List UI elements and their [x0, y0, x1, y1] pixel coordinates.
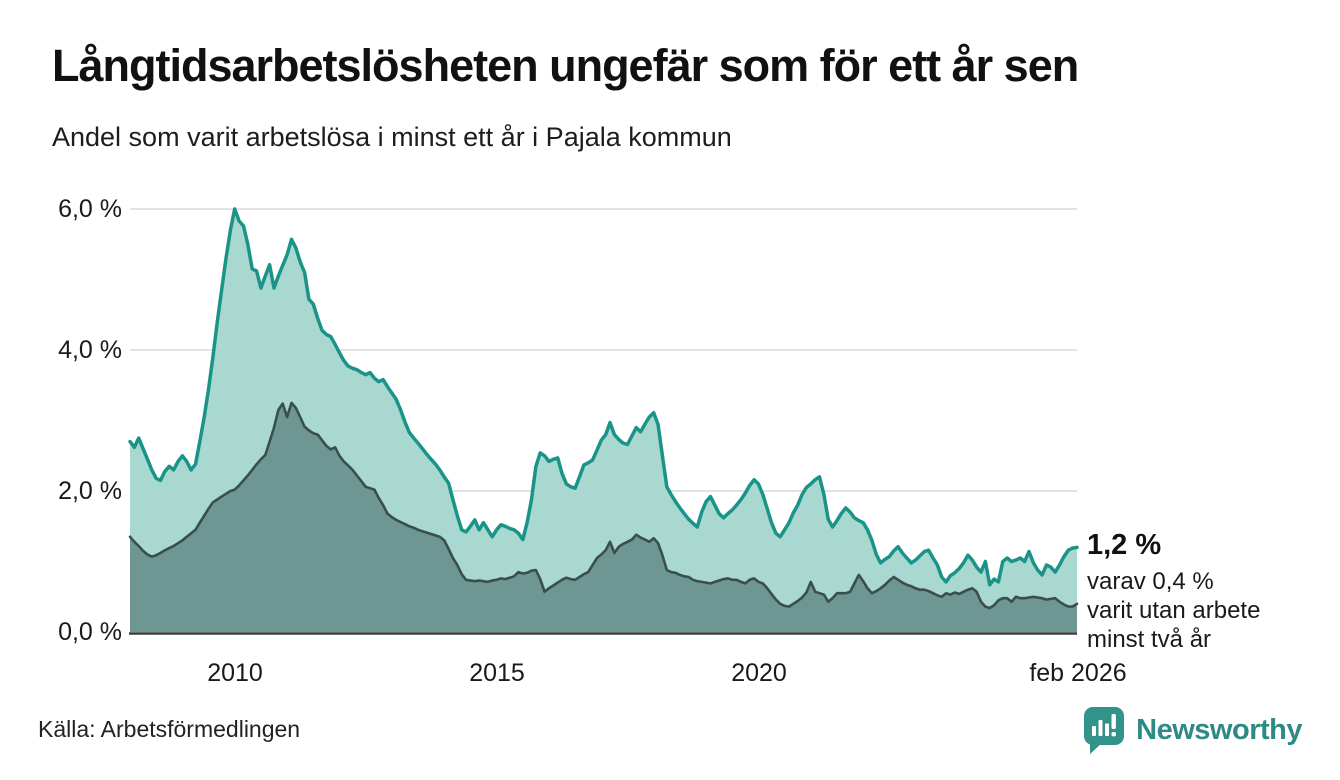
y-axis-tick-0: 0,0 %	[58, 618, 122, 646]
page-subtitle: Andel som varit arbetslösa i minst ett å…	[52, 122, 732, 152]
x-axis-tick-2020: 2020	[731, 659, 787, 687]
two-year-note-line-3: minst två år	[1087, 626, 1212, 653]
newsworthy-logo: Newsworthy	[1081, 705, 1302, 755]
two-year-note-line-2: varit utan arbete	[1087, 597, 1261, 624]
two-year-note: varav 0,4 % varit utan arbete minst två …	[1087, 567, 1332, 654]
end-value-annotation: 1,2 % varav 0,4 % varit utan arbete mins…	[1087, 528, 1332, 654]
page-title: Långtidsarbetslösheten ungefär som för e…	[52, 40, 1079, 91]
x-axis-tick-feb-2026: feb 2026	[1029, 659, 1127, 687]
y-axis-tick-6: 6,0 %	[58, 195, 122, 223]
y-axis-tick-4: 4,0 %	[58, 336, 122, 364]
y-axis-tick-2: 2,0 %	[58, 477, 122, 505]
newsworthy-logo-icon	[1084, 707, 1125, 754]
source-attribution: Källa: Arbetsförmedlingen	[38, 716, 301, 742]
latest-value-label: 1,2 %	[1087, 529, 1162, 561]
x-axis-tick-2015: 2015	[469, 659, 525, 687]
x-axis-tick-2010: 2010	[207, 659, 263, 687]
two-year-note-line-1: varav 0,4 %	[1087, 568, 1214, 595]
newsworthy-wordmark: Newsworthy	[1136, 713, 1302, 746]
